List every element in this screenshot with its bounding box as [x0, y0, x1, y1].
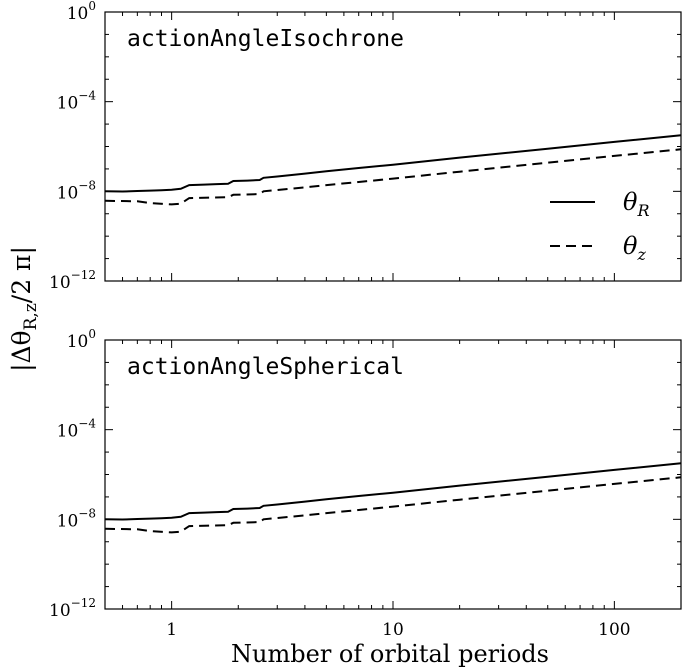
- y-tick-label: 10−8: [57, 178, 96, 203]
- series-line-dashed: [104, 148, 682, 206]
- plot-frame: [104, 11, 682, 282]
- y-tick-label-base: 10: [49, 273, 71, 293]
- y-tick-label-base: 10: [57, 183, 79, 203]
- y-tick-label: 10−4: [57, 89, 97, 114]
- y-tick-label: 10−8: [57, 506, 96, 531]
- y-tick-label-exponent: −12: [71, 596, 96, 610]
- y-tick-label-base: 10: [49, 601, 71, 621]
- plot-frame: [104, 339, 682, 610]
- legend-label: θz: [623, 232, 646, 264]
- x-tick-label: 10: [382, 620, 404, 640]
- y-tick-label-exponent: −8: [78, 506, 96, 520]
- y-tick-label-base: 10: [57, 511, 79, 531]
- y-axis-label-tail: /2 π|: [7, 246, 37, 303]
- panel-title: actionAngleSpherical: [127, 354, 404, 380]
- y-tick-label-exponent: −4: [78, 89, 96, 103]
- y-tick-label: 10−12: [49, 268, 96, 293]
- y-tick-label-base: 10: [57, 422, 79, 442]
- y-tick-label: 10−12: [49, 596, 96, 621]
- x-tick-label: 1: [166, 620, 177, 640]
- y-tick-label-exponent: 0: [88, 0, 96, 13]
- legend-label-subscript: z: [636, 245, 646, 264]
- x-tick-label: 100: [598, 620, 630, 640]
- series-line-dashed: [104, 476, 682, 534]
- y-tick-label: 10−4: [57, 417, 97, 442]
- y-tick-label: 100: [67, 0, 96, 24]
- panel-title: actionAngleIsochrone: [127, 26, 404, 52]
- y-tick-label-base: 10: [67, 332, 89, 352]
- y-tick-label-exponent: 0: [88, 327, 96, 341]
- y-axis-label-main: |Δθ: [7, 330, 37, 372]
- y-axis-label: |ΔθR,z/2 π|: [7, 246, 41, 372]
- series-line-solid: [104, 134, 682, 193]
- y-tick-label-exponent: −8: [78, 178, 96, 192]
- legend-label-main: θ: [623, 232, 638, 260]
- legend-label-subscript: R: [636, 201, 649, 220]
- y-axis-label-subscript: R,z: [21, 303, 41, 330]
- y-tick-label-base: 10: [57, 94, 79, 114]
- series-line-solid: [104, 462, 682, 521]
- legend-label: θR: [623, 188, 650, 220]
- legend-label-main: θ: [623, 188, 638, 216]
- y-tick-label-exponent: −4: [78, 417, 96, 431]
- y-tick-label-exponent: −12: [71, 268, 96, 282]
- y-tick-label-base: 10: [67, 4, 89, 24]
- x-axis-label: Number of orbital periods: [231, 640, 549, 668]
- y-tick-label: 100: [67, 327, 96, 352]
